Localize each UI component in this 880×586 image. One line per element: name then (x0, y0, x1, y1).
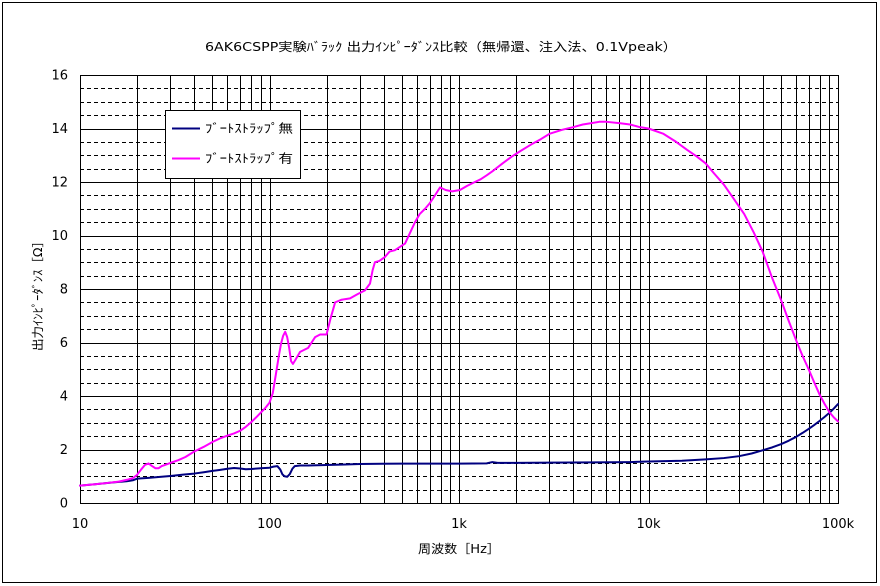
series-line-bootstrap-none (79, 403, 839, 487)
chart-title: 6AK6CSPP実験ﾊﾞﾗｯｸ 出力ｲﾝﾋﾟｰﾀﾞﾝｽ比較（無帰還、注入法、0.… (205, 39, 677, 54)
y-tick-label: 16 (51, 69, 68, 84)
x-tick-label: 1k (451, 517, 467, 532)
x-axis-ticks: 10 100 1k 10k 100k (72, 517, 855, 532)
legend-label-bootstrap-with: ﾌﾞｰﾄｽﾄﾗｯﾌﾟ有 (205, 152, 293, 166)
x-tick-label: 100 (257, 517, 282, 532)
y-axis-label: 出力ｲﾝﾋﾟｰﾀﾞﾝｽ［Ω］ (31, 235, 45, 351)
x-tick-label: 10k (636, 517, 661, 532)
legend: ﾌﾞｰﾄｽﾄﾗｯﾌﾟ無 ﾌﾞｰﾄｽﾄﾗｯﾌﾟ有 (165, 110, 301, 179)
series-layer (79, 120, 839, 487)
y-tick-label: 0 (60, 497, 68, 512)
y-tick-label: 6 (60, 336, 68, 351)
y-tick-label: 10 (51, 229, 68, 244)
y-tick-label: 8 (60, 283, 68, 298)
legend-label-bootstrap-none: ﾌﾞｰﾄｽﾄﾗｯﾌﾟ無 (205, 121, 293, 136)
legend-box (165, 110, 301, 179)
series-line-bootstrap-with (79, 120, 839, 487)
x-tick-label: 100k (822, 517, 855, 532)
y-tick-label: 2 (60, 443, 68, 458)
x-tick-label: 10 (72, 517, 89, 532)
plot-border (80, 75, 839, 504)
y-tick-label: 4 (60, 390, 68, 405)
grid (80, 75, 838, 504)
x-axis-label: 周波数［Hz］ (418, 541, 500, 556)
y-tick-label: 12 (51, 176, 68, 191)
y-axis-ticks: 0 2 4 6 8 10 12 14 16 (51, 69, 68, 512)
y-tick-label: 14 (51, 122, 68, 137)
